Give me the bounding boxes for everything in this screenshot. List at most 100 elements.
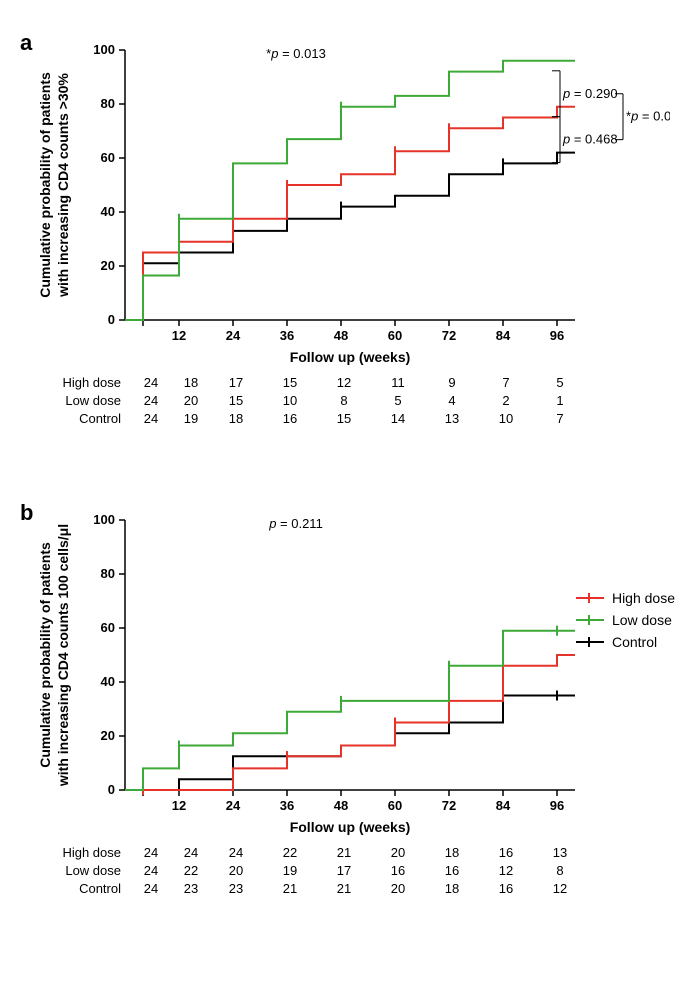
svg-text:36: 36: [280, 328, 294, 343]
risk-cell: 19: [173, 410, 209, 428]
legend-label: Control: [612, 634, 657, 650]
svg-text:48: 48: [334, 328, 348, 343]
risk-cell: 24: [129, 410, 173, 428]
risk-cell: 20: [371, 880, 425, 898]
legend: High dose Low dose Control: [576, 590, 675, 656]
risk-cell: 18: [425, 880, 479, 898]
svg-text:80: 80: [101, 96, 115, 111]
risk-cell: 9: [425, 374, 479, 392]
risk-cell: 15: [263, 374, 317, 392]
svg-text:40: 40: [101, 204, 115, 219]
svg-text:12: 12: [172, 328, 186, 343]
risk-cell: 18: [425, 844, 479, 862]
risk-cell: 11: [371, 374, 425, 392]
svg-text:100: 100: [93, 512, 115, 527]
risk-cell: 17: [317, 862, 371, 880]
risk-row-label: Low dose: [40, 392, 129, 410]
risk-row-label: Control: [40, 410, 129, 428]
risk-cell: 22: [173, 862, 209, 880]
risk-cell: 18: [173, 374, 209, 392]
risk-cell: 24: [129, 374, 173, 392]
svg-text:*p = 0.004: *p = 0.004: [626, 109, 670, 124]
figure-container: a 0204060801001224364860728496Follow up …: [20, 30, 685, 930]
risk-cell: 1: [533, 392, 587, 410]
risk-cell: 10: [263, 392, 317, 410]
risk-row: Low dose24222019171616128: [40, 862, 685, 880]
svg-text:p = 0.290: p = 0.290: [562, 86, 618, 101]
svg-text:72: 72: [442, 328, 456, 343]
risk-cell: 16: [479, 844, 533, 862]
svg-text:60: 60: [388, 328, 402, 343]
svg-text:96: 96: [550, 328, 564, 343]
risk-cell: 19: [263, 862, 317, 880]
risk-row: High dose241817151211975: [40, 374, 685, 392]
risk-table-b: High dose242424222120181613Low dose24222…: [40, 844, 685, 899]
risk-row-label: High dose: [40, 844, 129, 862]
panel-a-brackets: p = 0.290 p = 0.468 *p = 0.004: [550, 60, 670, 320]
risk-cell: 8: [317, 392, 371, 410]
svg-text:Cumulative probability of pati: Cumulative probability of patientswith i…: [40, 524, 71, 787]
risk-cell: 21: [317, 844, 371, 862]
chart-b-svg: 0204060801001224364860728496Follow up (w…: [40, 500, 600, 840]
risk-cell: 24: [129, 392, 173, 410]
risk-cell: 21: [263, 880, 317, 898]
svg-text:60: 60: [388, 798, 402, 813]
risk-row: Control242323212120181612: [40, 880, 685, 898]
svg-text:24: 24: [226, 798, 241, 813]
risk-cell: 7: [533, 410, 587, 428]
legend-label: High dose: [612, 590, 675, 606]
risk-table-a: High dose241817151211975Low dose24201510…: [40, 374, 685, 429]
risk-cell: 22: [263, 844, 317, 862]
svg-text:84: 84: [496, 798, 511, 813]
risk-cell: 18: [209, 410, 263, 428]
risk-cell: 5: [533, 374, 587, 392]
risk-cell: 7: [479, 374, 533, 392]
panel-a: a 0204060801001224364860728496Follow up …: [20, 30, 685, 460]
legend-label: Low dose: [612, 612, 672, 628]
svg-text:84: 84: [496, 328, 511, 343]
legend-line-icon: [576, 619, 604, 621]
svg-text:20: 20: [101, 728, 115, 743]
svg-text:100: 100: [93, 42, 115, 57]
risk-row: Low dose2420151085421: [40, 392, 685, 410]
risk-cell: 20: [173, 392, 209, 410]
risk-cell: 24: [129, 862, 173, 880]
panel-a-label: a: [20, 30, 32, 56]
risk-cell: 13: [425, 410, 479, 428]
risk-cell: 8: [533, 862, 587, 880]
risk-cell: 12: [317, 374, 371, 392]
risk-cell: 5: [371, 392, 425, 410]
risk-cell: 12: [479, 862, 533, 880]
risk-cell: 13: [533, 844, 587, 862]
svg-text:p = 0.468: p = 0.468: [562, 132, 618, 147]
risk-row: High dose242424222120181613: [40, 844, 685, 862]
risk-cell: 16: [425, 862, 479, 880]
risk-cell: 20: [371, 844, 425, 862]
risk-cell: 23: [209, 880, 263, 898]
svg-text:24: 24: [226, 328, 241, 343]
legend-item: High dose: [576, 590, 675, 606]
svg-text:Follow up (weeks): Follow up (weeks): [290, 349, 411, 365]
risk-cell: 15: [209, 392, 263, 410]
risk-row-label: High dose: [40, 374, 129, 392]
risk-cell: 10: [479, 410, 533, 428]
svg-text:60: 60: [101, 620, 115, 635]
risk-cell: 24: [129, 844, 173, 862]
legend-line-icon: [576, 641, 604, 643]
svg-text:*p = 0.013: *p = 0.013: [266, 46, 326, 61]
risk-cell: 16: [263, 410, 317, 428]
svg-text:12: 12: [172, 798, 186, 813]
svg-text:Follow up (weeks): Follow up (weeks): [290, 819, 411, 835]
risk-row-label: Low dose: [40, 862, 129, 880]
svg-text:p = 0.211: p = 0.211: [268, 516, 323, 531]
risk-cell: 21: [317, 880, 371, 898]
svg-text:40: 40: [101, 674, 115, 689]
panel-b: b 0204060801001224364860728496Follow up …: [20, 500, 685, 930]
svg-text:80: 80: [101, 566, 115, 581]
legend-item: Control: [576, 634, 675, 650]
risk-cell: 20: [209, 862, 263, 880]
risk-row: Control24191816151413107: [40, 410, 685, 428]
risk-cell: 24: [209, 844, 263, 862]
svg-text:0: 0: [108, 312, 115, 327]
svg-text:0: 0: [108, 782, 115, 797]
